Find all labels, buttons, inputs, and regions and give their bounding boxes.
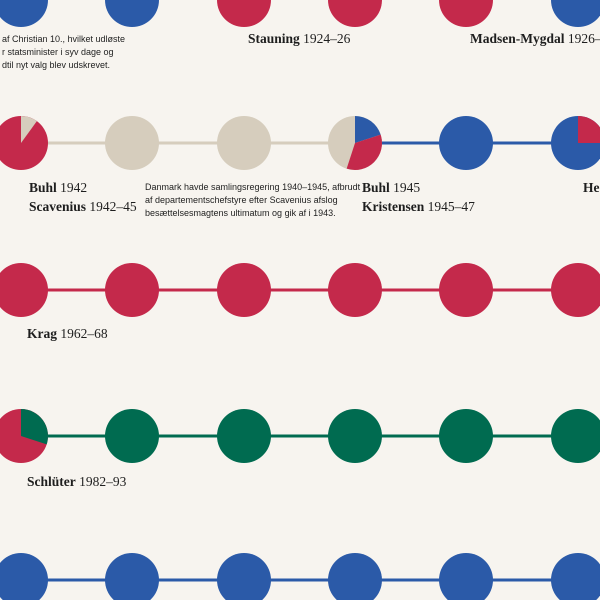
note-line: r statsminister i syv dage og [2, 47, 114, 57]
note-line: af departementschefstyre efter Scavenius… [145, 195, 338, 205]
period-circle [217, 263, 271, 317]
pm-name: He [583, 180, 600, 195]
label-madsen-mygdal: Madsen-Mygdal 1926– [470, 29, 600, 48]
pm-name: Buhl [362, 180, 390, 195]
note-line: besættelsesmagtens ultimatum og gik af i… [145, 208, 336, 218]
label-scavenius: Scavenius 1942–45 [29, 197, 137, 216]
note-line: af Christian 10., hvilket udløste [2, 34, 126, 44]
period-circle [0, 553, 48, 600]
pm-name: Madsen-Mygdal [470, 31, 565, 46]
note-samlingsregering: Danmark havde samlingsregering 1940–1945… [145, 181, 360, 220]
row-1942 [0, 116, 600, 171]
period-circle [328, 263, 382, 317]
period-circle [105, 553, 159, 600]
period-circle [105, 409, 159, 463]
pm-years: 1945–47 [427, 199, 475, 214]
pm-years: 1942–45 [89, 199, 137, 214]
period-circle [551, 553, 600, 600]
pie-segment [21, 116, 37, 143]
period-circle [439, 409, 493, 463]
pm-name: Scavenius [29, 199, 87, 214]
pm-years: 1982–93 [79, 474, 127, 489]
note-christian-x: af Christian 10., hvilket udløste r stat… [2, 33, 125, 72]
row-1924 [0, 0, 600, 27]
pm-years: 1926– [567, 31, 600, 46]
label-hedtoft: He [583, 178, 600, 197]
period-circle [217, 553, 271, 600]
label-buhl-1942: Buhl 1942 [29, 178, 87, 197]
pie-segment [355, 116, 381, 143]
period-circle [217, 0, 271, 27]
pm-years: 1945 [393, 180, 421, 195]
pm-name: Stauning [248, 31, 300, 46]
pie-segment [346, 134, 383, 171]
label-krag: Krag 1962–68 [27, 324, 108, 343]
label-buhl-1945: Buhl 1945 [362, 178, 420, 197]
period-circle [0, 0, 48, 27]
period-circle [551, 409, 600, 463]
period-circle [0, 116, 48, 170]
pm-name: Buhl [29, 180, 57, 195]
period-circle [551, 0, 600, 27]
pie-segment [578, 116, 600, 143]
period-circle [105, 116, 159, 170]
period-circle [328, 553, 382, 600]
period-circle [328, 0, 382, 27]
period-circle [217, 116, 271, 170]
label-kristensen: Kristensen 1945–47 [362, 197, 475, 216]
period-circle [551, 263, 600, 317]
row-1982 [0, 409, 600, 463]
pm-years: 1924–26 [303, 31, 351, 46]
period-circle [439, 116, 493, 170]
note-line: Danmark havde samlingsregering 1940–1945… [145, 182, 361, 192]
label-stauning: Stauning 1924–26 [248, 29, 350, 48]
pm-years: 1942 [60, 180, 88, 195]
period-circle [0, 263, 48, 317]
row-1962 [0, 263, 600, 317]
period-circle [439, 263, 493, 317]
label-schluter: Schlüter 1982–93 [27, 472, 126, 491]
period-circle [105, 0, 159, 27]
note-line: dtil nyt valg blev udskrevet. [2, 60, 111, 70]
pm-name: Kristensen [362, 199, 425, 214]
period-circle [439, 0, 493, 27]
pm-years: 1962–68 [60, 326, 108, 341]
pm-name: Krag [27, 326, 57, 341]
pie-segment [21, 409, 49, 445]
period-circle [105, 263, 159, 317]
pm-name: Schlüter [27, 474, 76, 489]
period-circle [439, 553, 493, 600]
period-circle [217, 409, 271, 463]
row-2001 [0, 553, 600, 600]
period-circle [328, 409, 382, 463]
